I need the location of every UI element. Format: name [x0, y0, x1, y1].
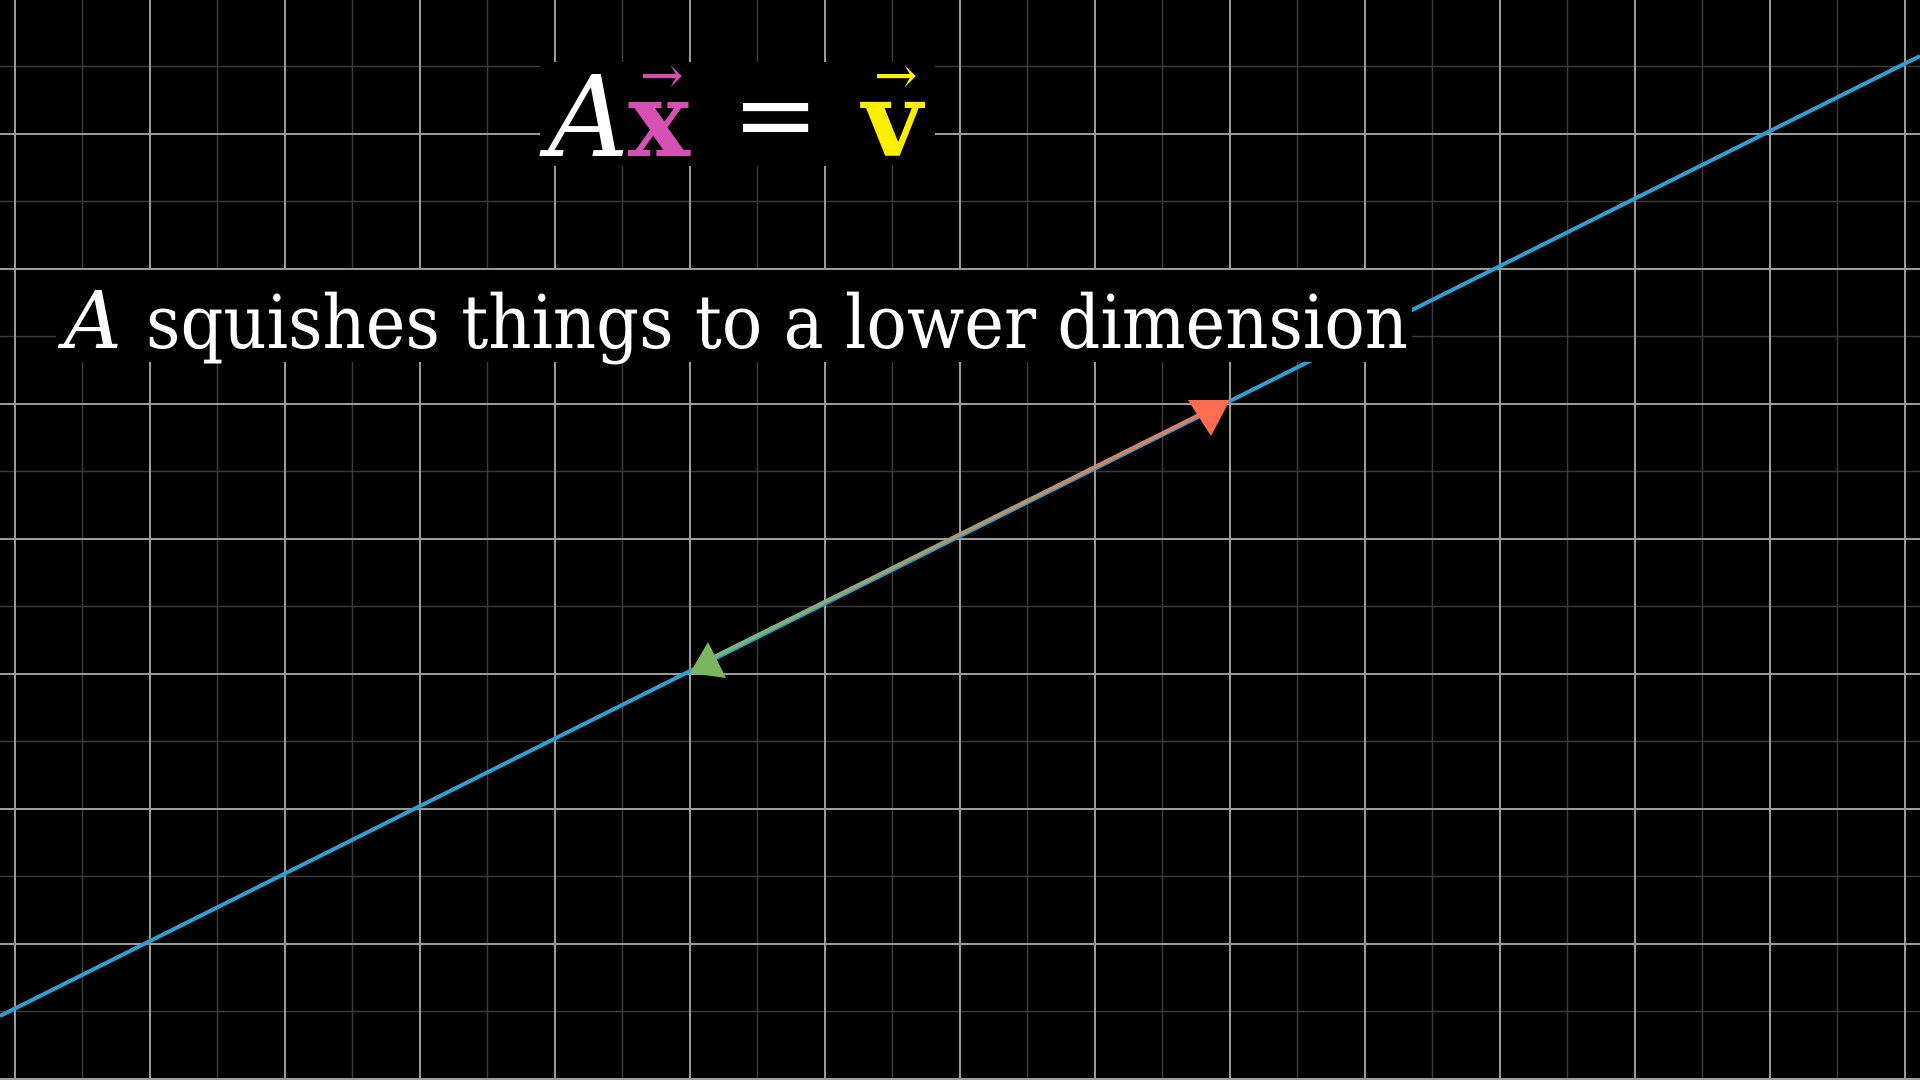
equation-input-vector: x [628, 58, 691, 181]
equation-output-vector-arrow: → [874, 46, 918, 106]
caption-variable: A [57, 274, 122, 367]
equation-matrix-symbol: A [539, 53, 629, 183]
arrow-head-down-left [690, 642, 726, 678]
equation: A x → = v → [539, 46, 935, 183]
caption-text: squishes things to a lower dimension [146, 280, 1408, 366]
equation-backing [540, 62, 935, 166]
equation-equals-sign: = [732, 53, 819, 175]
arrow-head-up-right [1188, 400, 1230, 436]
equation-input-vector-arrow: → [640, 46, 684, 106]
caption-backing [56, 270, 1412, 362]
vector-arrow-shaft [701, 410, 1206, 665]
caption: A squishes things to a lower dimension [56, 270, 1412, 367]
equation-output-vector: v [860, 58, 926, 181]
